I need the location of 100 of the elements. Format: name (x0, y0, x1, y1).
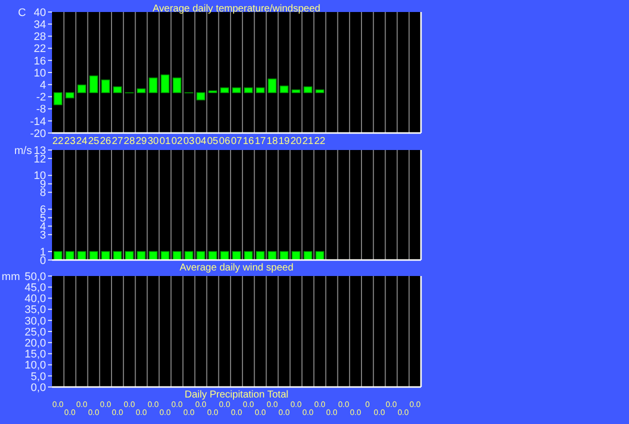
y-tick-label: 0 (40, 254, 46, 267)
data-label: 0.0 (148, 400, 160, 409)
text: Daily Precipitation Total (184, 390, 288, 400)
bar (101, 80, 110, 94)
bar (89, 76, 98, 94)
data-label: 0.0 (171, 400, 184, 409)
data-label: 0.0 (290, 400, 302, 409)
y-tick-label: 28 (34, 31, 46, 44)
data-label: 0.0 (326, 408, 338, 417)
data-label: 0.0 (100, 400, 112, 409)
y-tick-label: 40 (34, 6, 46, 19)
y-tick-label: 50,0 (24, 270, 46, 283)
y-tick-label: -20 (30, 128, 46, 140)
y-tick-label: 3 (40, 229, 46, 242)
x-tick-label: 04 (195, 136, 207, 147)
data-label: 0.0 (219, 400, 231, 409)
bar (160, 74, 170, 94)
data-label: 0.0 (124, 400, 136, 409)
y-tick-label: -2 (36, 92, 46, 104)
y-tick-label: 10 (34, 67, 46, 80)
data-label: 0.0 (112, 408, 124, 417)
bar (292, 89, 300, 94)
bar (268, 78, 277, 94)
bar (66, 92, 74, 98)
data-label: 0.0 (386, 400, 398, 409)
bar (220, 87, 229, 94)
x-tick-label: 23 (64, 136, 76, 147)
data-label: 0.0 (302, 408, 314, 417)
x-tick-label: 05 (207, 136, 219, 147)
x-tick-label: 16 (242, 136, 254, 147)
x-tick-label: 02 (171, 136, 183, 147)
y-tick-label: 22 (34, 43, 46, 56)
data-label: 0.0 (76, 400, 88, 409)
text: Average daily wind speed (180, 262, 294, 274)
data-label: 0.0 (230, 408, 243, 417)
y-tick-label: 25,0 (24, 326, 46, 338)
x-tick-label: 22 (52, 136, 64, 147)
data-label: 0.0 (183, 408, 195, 417)
x-tick-label: 19 (278, 136, 290, 147)
y-tick-label: 35,0 (24, 304, 46, 316)
bar (172, 78, 182, 94)
data-label: 0.0 (278, 408, 290, 417)
bar (315, 89, 324, 94)
data-label: 0.0 (195, 400, 207, 409)
data-label: 0.0 (136, 408, 148, 417)
y-axis-title: m/s (14, 144, 32, 157)
data-label: 0.0 (52, 400, 64, 409)
y-tick-label: -14 (30, 116, 46, 128)
x-tick-label: 30 (148, 136, 160, 147)
x-tick-label: 29 (136, 136, 148, 147)
bar (54, 92, 62, 106)
y-tick-label: 15,0 (24, 348, 46, 361)
bar (280, 86, 288, 94)
y-tick-label: 5,0 (30, 370, 46, 383)
bar (304, 86, 312, 94)
x-tick-label: 21 (302, 136, 314, 147)
bar (113, 86, 122, 94)
y-tick-label: 12 (34, 153, 46, 166)
bar (256, 87, 265, 94)
y-tick-label: 30,0 (24, 315, 46, 328)
x-tick-label: 25 (88, 136, 100, 147)
bar (77, 84, 86, 94)
data-label: 0.0 (266, 400, 278, 409)
chart-title: Average daily temperature/windspeed (152, 4, 320, 14)
y-tick-label: -8 (36, 104, 46, 116)
data-label: 0.0 (88, 408, 100, 417)
bar (232, 87, 241, 94)
y-tick-label: 20,0 (24, 337, 46, 350)
data-label: 0.0 (398, 408, 410, 417)
bar (196, 92, 206, 100)
y-tick-label: 8 (40, 187, 46, 200)
y-axis-title: mm (2, 270, 20, 283)
x-tick-label: 28 (124, 136, 136, 147)
y-tick-label: 10,0 (24, 360, 46, 372)
data-label: 0.0 (374, 408, 386, 417)
x-tick-label: 01 (160, 136, 172, 147)
bar (148, 78, 158, 94)
data-label: 0.0 (338, 400, 350, 409)
x-tick-label: 26 (100, 136, 112, 147)
y-axis-title: C (18, 6, 26, 19)
x-tick-label: 20 (290, 136, 302, 147)
data-label: 0.0 (409, 400, 422, 409)
x-tick-label: 06 (219, 136, 231, 147)
y-tick-label: 0,0 (30, 382, 46, 394)
y-tick-label: 34 (34, 18, 46, 31)
data-label: 0.0 (207, 408, 219, 417)
y-tick-label: 16 (34, 55, 46, 68)
x-tick-label: 27 (112, 136, 124, 147)
x-tick-label: 24 (76, 136, 88, 147)
data-label: 0 (365, 400, 370, 409)
bar (136, 88, 146, 94)
data-label: 0.0 (242, 400, 255, 409)
x-tick-label: 18 (266, 136, 278, 147)
bar (244, 87, 253, 94)
x-tick-label: 17 (254, 136, 266, 147)
data-label: 0.0 (350, 408, 362, 417)
data-label: 0.0 (314, 400, 326, 409)
data-label: 0.0 (254, 408, 266, 417)
y-tick-label: 45,0 (24, 282, 46, 294)
y-tick-label: 40,0 (24, 293, 46, 306)
